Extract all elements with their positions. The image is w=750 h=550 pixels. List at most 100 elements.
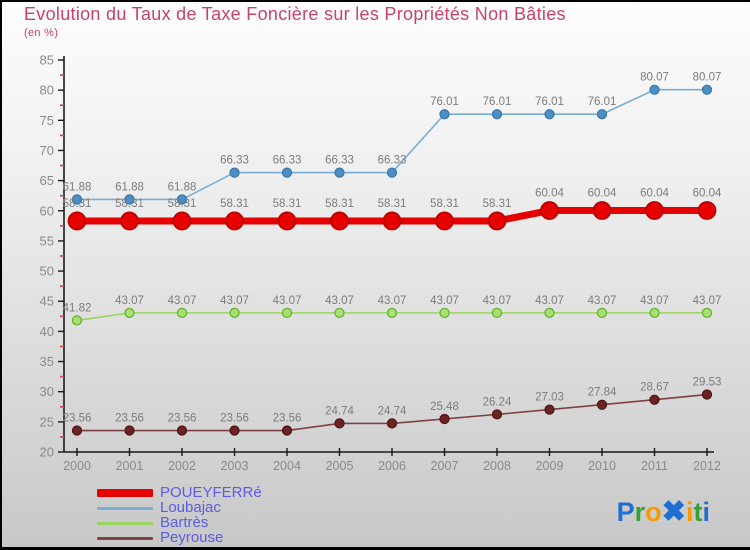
- svg-text:60.04: 60.04: [640, 188, 669, 200]
- logo-letter: t: [693, 497, 703, 527]
- chart-subtitle: (en %): [24, 27, 59, 39]
- svg-text:29.53: 29.53: [693, 377, 722, 389]
- logo-letter: P: [616, 497, 635, 527]
- svg-text:80.07: 80.07: [640, 72, 669, 84]
- svg-text:27.84: 27.84: [588, 387, 617, 399]
- svg-text:27.03: 27.03: [535, 392, 564, 404]
- logo-letter: ✖: [661, 496, 686, 528]
- svg-text:23.56: 23.56: [168, 413, 197, 425]
- svg-text:61.88: 61.88: [115, 181, 144, 193]
- svg-text:24.74: 24.74: [378, 405, 407, 417]
- svg-text:58.31: 58.31: [430, 198, 459, 210]
- svg-text:58.31: 58.31: [220, 198, 249, 210]
- svg-text:60.04: 60.04: [535, 188, 564, 200]
- svg-text:2002: 2002: [168, 459, 196, 473]
- svg-text:75: 75: [40, 113, 54, 128]
- svg-text:2007: 2007: [431, 459, 459, 473]
- svg-text:60: 60: [40, 203, 54, 218]
- svg-text:58.31: 58.31: [378, 198, 407, 210]
- svg-text:85: 85: [40, 53, 54, 68]
- legend-swatch-bartres: [97, 521, 153, 525]
- svg-text:66.33: 66.33: [273, 155, 302, 167]
- svg-text:43.07: 43.07: [378, 295, 407, 307]
- svg-text:2000: 2000: [63, 459, 91, 473]
- svg-text:2008: 2008: [483, 459, 511, 473]
- legend: POUEYFERRé Loubajac Bartrès Peyrouse: [97, 484, 262, 546]
- svg-text:66.33: 66.33: [378, 155, 407, 167]
- logo-letter: r: [634, 497, 646, 527]
- svg-text:23.56: 23.56: [115, 413, 144, 425]
- svg-text:76.01: 76.01: [430, 96, 459, 108]
- proxiti-logo: Pro✖iti: [617, 494, 710, 529]
- svg-text:20: 20: [40, 445, 54, 460]
- svg-text:25.48: 25.48: [430, 401, 459, 413]
- svg-text:43.07: 43.07: [535, 295, 564, 307]
- svg-text:2004: 2004: [273, 459, 301, 473]
- svg-text:2012: 2012: [693, 459, 721, 473]
- svg-text:58.31: 58.31: [273, 198, 302, 210]
- logo-letter: o: [645, 497, 662, 527]
- legend-label-loubajac: Loubajac: [160, 499, 221, 516]
- svg-text:26.24: 26.24: [483, 396, 512, 408]
- svg-text:66.33: 66.33: [220, 155, 249, 167]
- svg-text:58.31: 58.31: [63, 198, 92, 210]
- legend-item-bartres: Bartrès: [97, 514, 262, 531]
- svg-text:43.07: 43.07: [220, 295, 249, 307]
- svg-text:30: 30: [40, 384, 54, 399]
- svg-text:66.33: 66.33: [325, 155, 354, 167]
- svg-text:43.07: 43.07: [640, 295, 669, 307]
- svg-text:43.07: 43.07: [588, 295, 617, 307]
- svg-text:2001: 2001: [116, 459, 144, 473]
- svg-text:58.31: 58.31: [483, 198, 512, 210]
- chart-title: Evolution du Taux de Taxe Foncière sur l…: [24, 4, 566, 24]
- svg-text:2006: 2006: [378, 459, 406, 473]
- svg-text:58.31: 58.31: [115, 198, 144, 210]
- svg-text:40: 40: [40, 324, 54, 339]
- legend-item-poueyferre: POUEYFERRé: [97, 484, 262, 501]
- svg-text:80: 80: [40, 83, 54, 98]
- svg-text:2010: 2010: [588, 459, 616, 473]
- svg-text:28.67: 28.67: [640, 382, 669, 394]
- svg-text:43.07: 43.07: [693, 295, 722, 307]
- svg-text:23.56: 23.56: [63, 413, 92, 425]
- svg-text:2003: 2003: [221, 459, 249, 473]
- svg-text:80.07: 80.07: [693, 72, 722, 84]
- logo-letter: i: [685, 497, 694, 527]
- svg-text:43.07: 43.07: [115, 295, 144, 307]
- svg-text:23.56: 23.56: [273, 413, 302, 425]
- svg-text:58.31: 58.31: [168, 198, 197, 210]
- svg-text:61.88: 61.88: [168, 181, 197, 193]
- svg-text:45: 45: [40, 294, 54, 309]
- svg-text:43.07: 43.07: [273, 295, 302, 307]
- logo-letter: i: [702, 497, 710, 527]
- chart-svg: 20 25 30 35 40 45 50 55 60 65 70 75 80 85 2000 2001 2002…: [40, 53, 722, 474]
- svg-text:35: 35: [40, 354, 54, 369]
- svg-text:58.31: 58.31: [325, 198, 354, 210]
- svg-text:70: 70: [40, 143, 54, 158]
- legend-label-peyrouse: Peyrouse: [160, 529, 224, 546]
- svg-text:2005: 2005: [326, 459, 354, 473]
- legend-swatch-poueyferre: [97, 489, 153, 497]
- svg-text:65: 65: [40, 173, 54, 188]
- svg-text:76.01: 76.01: [588, 96, 617, 108]
- svg-text:43.07: 43.07: [430, 295, 459, 307]
- svg-text:76.01: 76.01: [483, 96, 512, 108]
- svg-text:2011: 2011: [641, 459, 668, 473]
- legend-swatch-peyrouse: [97, 536, 153, 540]
- legend-item-peyrouse: Peyrouse: [97, 529, 262, 546]
- svg-text:43.07: 43.07: [168, 295, 197, 307]
- legend-label-poueyferre: POUEYFERRé: [160, 484, 262, 501]
- svg-text:43.07: 43.07: [483, 295, 512, 307]
- svg-text:41.82: 41.82: [63, 302, 92, 314]
- svg-text:55: 55: [40, 233, 54, 248]
- svg-text:23.56: 23.56: [220, 413, 249, 425]
- legend-label-bartres: Bartrès: [160, 514, 209, 531]
- svg-text:61.88: 61.88: [63, 181, 92, 193]
- svg-text:60.04: 60.04: [588, 188, 617, 200]
- svg-text:76.01: 76.01: [535, 96, 564, 108]
- legend-swatch-loubajac: [97, 506, 153, 510]
- svg-text:43.07: 43.07: [325, 295, 354, 307]
- svg-text:50: 50: [40, 264, 54, 279]
- svg-text:60.04: 60.04: [693, 188, 722, 200]
